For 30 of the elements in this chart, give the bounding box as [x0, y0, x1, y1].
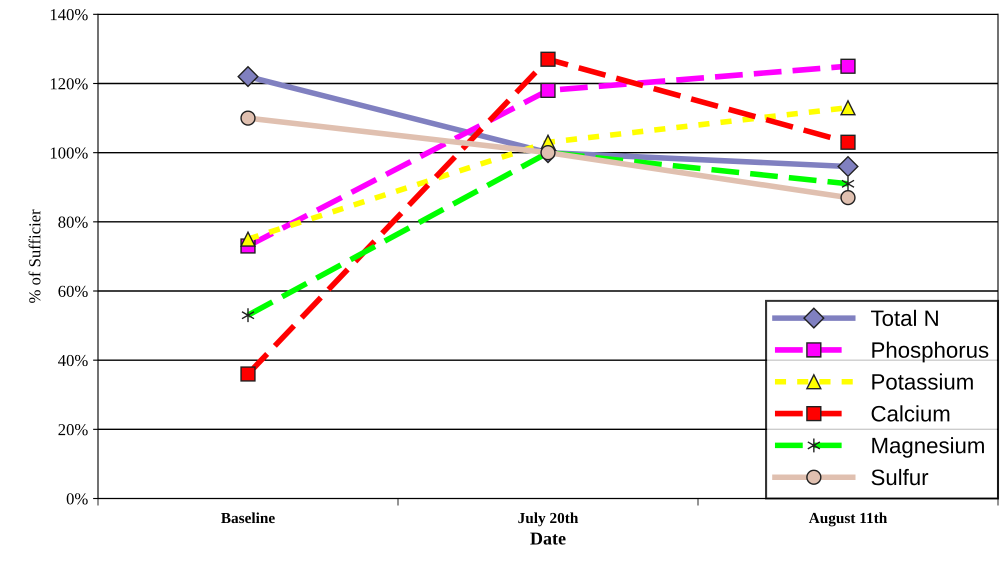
x-tick-label: August 11th: [808, 512, 888, 526]
point: [240, 110, 256, 126]
x-tick-label: July 20th: [518, 512, 578, 526]
y-tick-label: 20%: [58, 424, 88, 436]
point: [540, 82, 556, 98]
legend-label: Sulfur: [872, 468, 928, 486]
point: [240, 366, 256, 382]
point: [240, 231, 256, 247]
y-tick-label: 140%: [50, 9, 88, 20]
point: [840, 134, 856, 150]
x-tick-label: Baseline: [221, 512, 275, 524]
legend-label: Total N: [871, 310, 938, 326]
legend-label: Magnesium: [872, 437, 984, 458]
x-axis-title: Date: [530, 532, 566, 545]
legend-label: Calcium: [872, 405, 950, 422]
point: [840, 100, 856, 116]
y-tick-label: 120%: [50, 78, 88, 90]
point: [840, 190, 856, 206]
point: [540, 52, 556, 67]
y-axis-title: % of Sufficier: [28, 210, 41, 303]
point: [837, 156, 859, 178]
y-tick-label: 80%: [58, 216, 88, 228]
y-tick-label: 60%: [58, 286, 88, 298]
y-tick-label: 0%: [66, 493, 88, 505]
point: [840, 58, 856, 74]
point: [237, 66, 259, 88]
legend-label: Phosphorus: [872, 342, 988, 362]
y-tick-label: 40%: [58, 354, 88, 366]
legend-label: Potassium: [872, 373, 973, 390]
y-tick-label: 100%: [50, 147, 88, 159]
